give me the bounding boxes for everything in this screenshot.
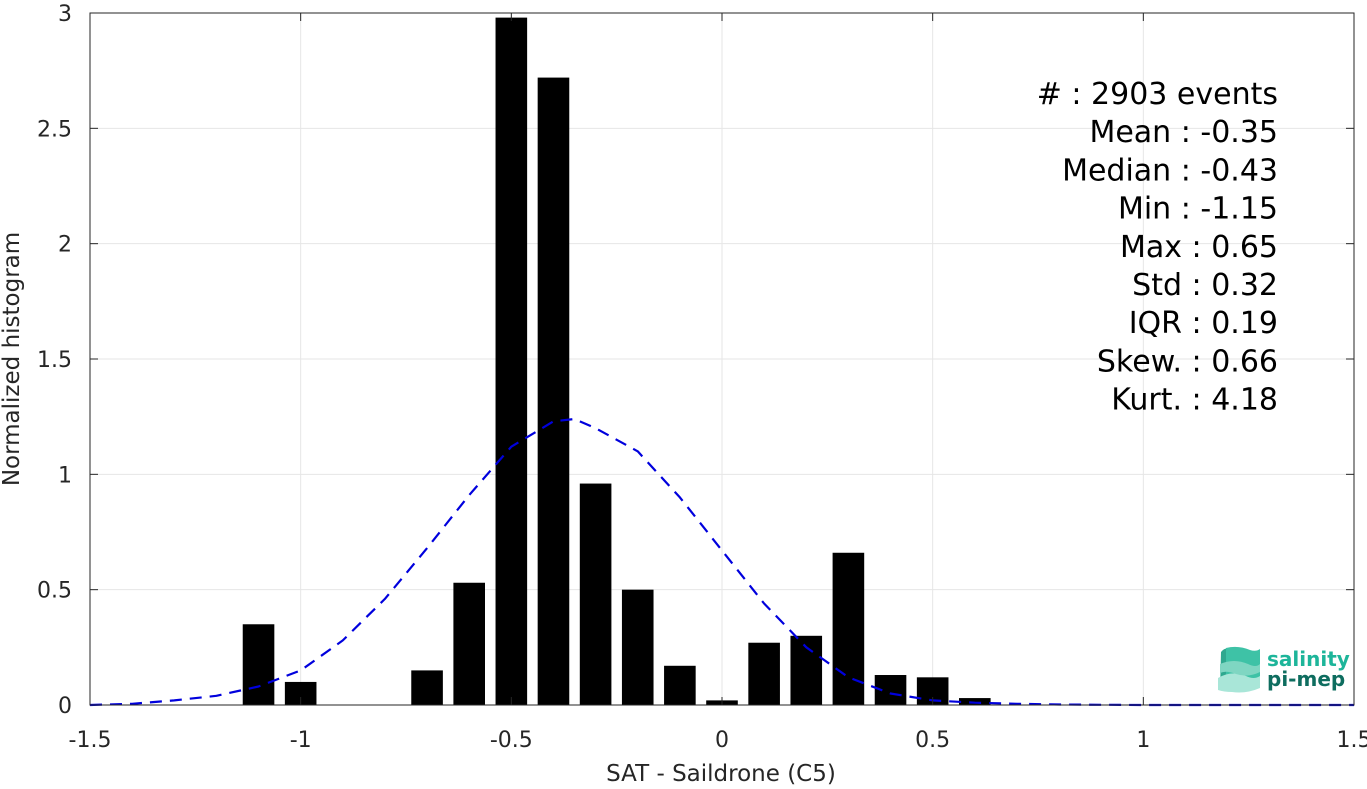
wave-logo-icon: [1218, 647, 1260, 693]
x-tick-label: 1.5: [1337, 728, 1367, 753]
y-tick-label: 2.5: [37, 117, 72, 142]
stat-line: Skew. : 0.66: [1097, 344, 1278, 379]
y-axis-label: Normalized histogram: [0, 232, 25, 486]
y-tick-label: 0.5: [37, 579, 72, 604]
histogram-bar: [748, 643, 780, 705]
x-axis-label: SAT - Saildrone (C5): [606, 761, 836, 785]
histogram-bar: [453, 583, 485, 705]
histogram-bar: [580, 484, 612, 705]
x-tick-label: 0.5: [915, 728, 950, 753]
logo-text-pi-mep: pi-mep: [1267, 667, 1345, 691]
salinity-pi-mep-logo: salinity pi-mep: [1218, 647, 1350, 693]
stat-line: Kurt. : 4.18: [1111, 383, 1278, 418]
x-tick-label: -1: [290, 728, 312, 753]
x-tick-label: 0: [715, 728, 729, 753]
y-tick-label: 2: [58, 233, 72, 258]
stat-line: Min : -1.15: [1118, 192, 1278, 227]
x-tick-label: 1: [1136, 728, 1150, 753]
stat-line: # : 2903 events: [1037, 77, 1278, 112]
stat-line: Median : -0.43: [1062, 153, 1278, 188]
stat-line: Mean : -0.35: [1089, 115, 1278, 150]
x-tick-label: -1.5: [69, 728, 112, 753]
histogram-bar: [496, 18, 528, 705]
histogram-bar: [664, 666, 696, 705]
histogram-bar: [538, 78, 570, 705]
y-tick-label: 1: [58, 463, 72, 488]
x-tick-label: -0.5: [490, 728, 533, 753]
stat-line: IQR : 0.19: [1129, 306, 1278, 341]
histogram-bar: [959, 698, 991, 705]
y-tick-label: 3: [58, 2, 72, 27]
stat-line: Std : 0.32: [1132, 268, 1278, 303]
histogram-bar: [411, 670, 443, 705]
histogram-bar: [243, 624, 275, 705]
stat-line: Max : 0.65: [1120, 230, 1278, 265]
histogram-bar: [622, 590, 654, 705]
y-tick-label: 1.5: [37, 348, 72, 373]
y-tick-label: 0: [58, 694, 72, 719]
